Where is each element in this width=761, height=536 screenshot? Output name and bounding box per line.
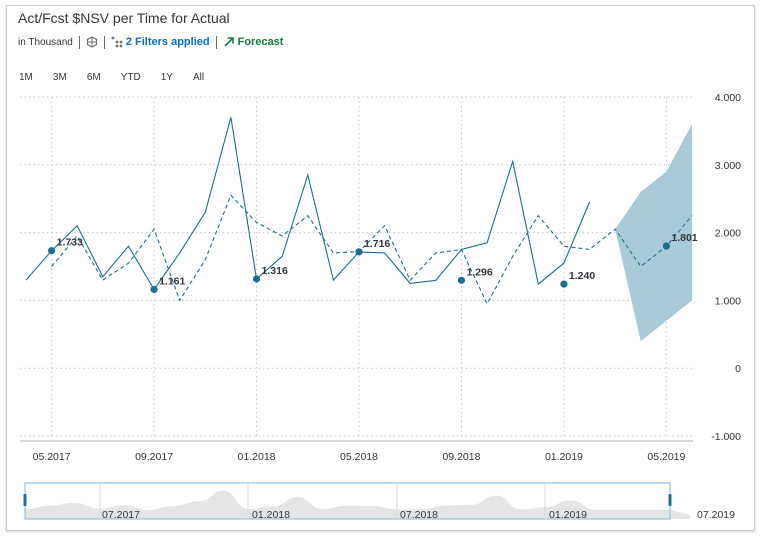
data-point[interactable] xyxy=(252,275,261,283)
y-tick-label: 3.000 xyxy=(715,160,741,172)
trend-arrow-icon xyxy=(224,37,234,47)
time-range-selector: 1M 3M 6M YTD 1Y All xyxy=(19,72,224,83)
navigator-label: 07.2017 xyxy=(102,509,140,521)
range-1y[interactable]: 1Y xyxy=(160,72,173,83)
filter-icon[interactable] xyxy=(111,36,123,48)
data-point[interactable] xyxy=(150,285,158,294)
hierarchy-icon[interactable] xyxy=(86,36,98,48)
x-tick-label: 01.2019 xyxy=(545,451,583,463)
data-label: 1.801 xyxy=(671,232,697,244)
data-point[interactable] xyxy=(355,248,363,256)
navigator-label: 01.2019 xyxy=(549,509,587,521)
navigator-left-handle[interactable] xyxy=(23,494,27,506)
divider xyxy=(78,35,80,49)
y-tick-label: 2.000 xyxy=(715,228,741,240)
data-label: 1.296 xyxy=(466,266,492,278)
navigator-label: 01.2018 xyxy=(252,509,290,521)
x-tick-label: 09.2018 xyxy=(442,451,480,463)
range-1m[interactable]: 1M xyxy=(19,72,33,83)
navigator-label: 07.2019 xyxy=(697,509,735,521)
data-point[interactable] xyxy=(662,242,670,250)
data-point[interactable] xyxy=(48,247,56,255)
y-tick-label: 1.000 xyxy=(715,295,741,307)
data-point[interactable] xyxy=(560,280,568,288)
x-tick-label: 05.2017 xyxy=(33,451,71,463)
navigator-label: 07.2018 xyxy=(400,509,438,521)
chart-title: Act/Fcst $NSV per Time for Actual xyxy=(18,10,230,26)
y-tick-label: 0 xyxy=(735,363,741,375)
unit-label: in Thousand xyxy=(18,36,73,48)
range-6m[interactable]: 6M xyxy=(86,72,101,83)
data-label: 1.716 xyxy=(364,238,390,250)
x-tick-label: 05.2019 xyxy=(647,451,685,463)
x-tick-label: 05.2018 xyxy=(340,451,378,463)
data-label: 1.161 xyxy=(159,275,185,287)
data-label: 1.316 xyxy=(262,265,288,277)
data-point[interactable] xyxy=(457,276,466,284)
data-label: 1.240 xyxy=(569,270,595,282)
actual-series-line xyxy=(25,117,591,291)
divider xyxy=(215,35,217,49)
filters-link[interactable]: 2 Filters applied xyxy=(125,36,210,48)
navigator-right-handle[interactable] xyxy=(668,494,672,506)
range-ytd[interactable]: YTD xyxy=(120,72,141,83)
navigator-area xyxy=(25,490,690,519)
y-tick-label: 4.000 xyxy=(715,92,741,104)
x-tick-label: 01.2018 xyxy=(238,451,276,463)
divider xyxy=(103,35,105,49)
x-tick-label: 09.2017 xyxy=(135,451,173,463)
data-label: 1.733 xyxy=(57,237,83,249)
forecast-band xyxy=(615,124,692,342)
range-3m[interactable]: 3M xyxy=(52,72,67,83)
range-all[interactable]: All xyxy=(192,72,205,83)
forecast-series-line xyxy=(51,194,693,306)
forecast-link[interactable]: Forecast xyxy=(237,36,284,48)
y-tick-label: -1.000 xyxy=(711,431,741,443)
chart-subheader: in Thousand 2 Filters applied Forecast xyxy=(18,34,283,50)
